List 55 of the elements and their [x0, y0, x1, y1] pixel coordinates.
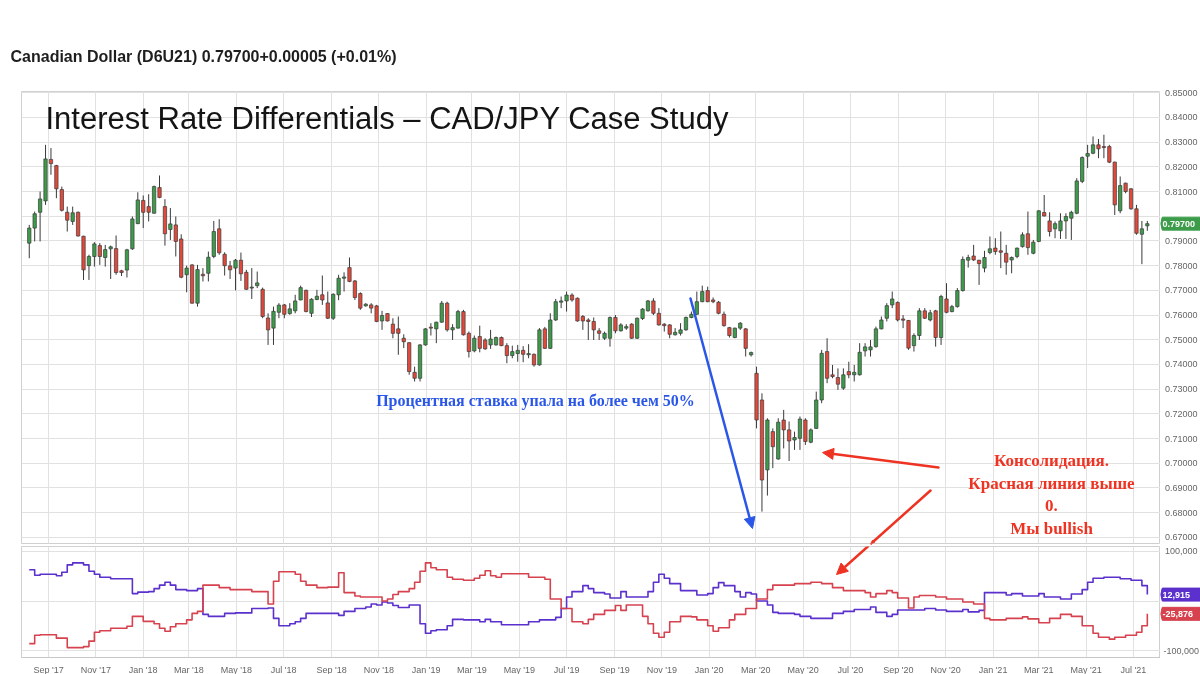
- y-tick-label: 0.77000: [1165, 285, 1198, 296]
- y-tick-label: 0.71000: [1165, 433, 1198, 444]
- y-tick-label: 0.84000: [1165, 112, 1198, 123]
- y-tick-label: 0.75000: [1165, 334, 1198, 345]
- candlestick: [59, 186, 64, 213]
- candlestick: [206, 251, 211, 282]
- x-tick-label: Mar '21: [1023, 664, 1054, 674]
- x-tick-label: Nov '18: [363, 664, 395, 674]
- chart-title: Interest Rate Differentials – CAD/JPY Case Study: [45, 101, 729, 136]
- y-tick-label: 0.74000: [1165, 359, 1198, 370]
- y-tick-label: 100,000: [1165, 546, 1198, 557]
- y-tick-label: 0.69000: [1165, 482, 1198, 493]
- x-tick-label: Jul '18: [270, 664, 297, 674]
- y-tick-label: 0.81000: [1165, 186, 1198, 197]
- x-tick-label: May '21: [1070, 664, 1102, 674]
- y-tick-label: 0.72000: [1165, 408, 1198, 419]
- x-tick-label: Nov '20: [930, 664, 961, 674]
- x-tick-label: Jan '19: [411, 664, 441, 674]
- x-tick-label: Sep '20: [883, 664, 914, 674]
- x-tick-label: Mar '20: [740, 664, 771, 674]
- candlestick: [54, 164, 59, 199]
- y-tick-label: 0.82000: [1165, 161, 1198, 172]
- text: 0.79700: [1162, 218, 1196, 229]
- x-tick-label: May '20: [787, 664, 819, 674]
- x-tick-label: Sep '19: [599, 664, 630, 674]
- x-tick-label: Mar '19: [457, 664, 487, 674]
- x-tick-label: Jul '21: [1120, 664, 1147, 674]
- annotation: Консолидация. Красная линия выше 0. Мы bullish: [968, 450, 1136, 539]
- x-tick-label: Jan '20: [694, 664, 724, 674]
- x-tick-label: Jan '21: [978, 664, 1008, 674]
- y-tick-label: 0.68000: [1165, 507, 1198, 518]
- x-tick-label: Jul '19: [553, 664, 580, 674]
- annotation: Процентная ставка упала на более чем 50%: [376, 392, 695, 410]
- y-tick-label: 0.73000: [1165, 384, 1198, 395]
- x-tick-label: Mar '18: [174, 664, 204, 674]
- x-tick-label: May '18: [220, 664, 252, 674]
- x-tick-label: Sep '17: [33, 664, 64, 674]
- x-tick-label: Nov '19: [646, 664, 678, 674]
- x-tick-label: Nov '17: [80, 664, 112, 674]
- data-label: -25,876: [1162, 608, 1194, 619]
- y-tick-label: 0.78000: [1165, 260, 1198, 271]
- data-label: 12,915: [1162, 589, 1191, 600]
- y-tick-label: 0.83000: [1165, 137, 1198, 148]
- y-tick-label: 0.85000: [1165, 87, 1198, 98]
- y-tick-label: 0.67000: [1165, 532, 1198, 543]
- y-tick-label: 0.70000: [1165, 458, 1198, 469]
- x-tick-label: May '19: [503, 664, 535, 674]
- candlestick: [743, 327, 748, 358]
- y-tick-label: -100,000: [1163, 645, 1200, 656]
- x-tick-label: Sep '18: [316, 664, 347, 674]
- y-tick-label: 0.79000: [1165, 235, 1198, 246]
- chart-subtitle: Canadian Dollar (D6U21) 0.79700+0.00005 (+0.01%): [10, 47, 397, 65]
- x-tick-label: Jul '20: [837, 664, 864, 674]
- y-tick-label: 0.76000: [1165, 310, 1198, 321]
- x-tick-label: Jan '18: [128, 664, 158, 674]
